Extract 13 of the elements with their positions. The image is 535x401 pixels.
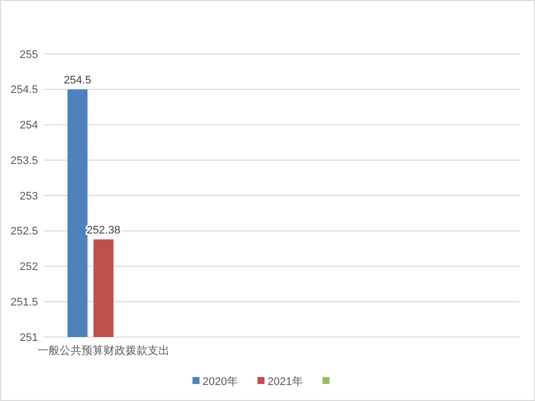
y-tick-label: 251.5: [10, 296, 38, 308]
y-tick-label: 251: [20, 332, 38, 344]
y-tick-label: 254: [20, 120, 38, 132]
data-label: 254.5: [64, 74, 92, 86]
y-tick-label: 254.5: [10, 84, 38, 96]
y-tick-label: 253.5: [10, 154, 38, 167]
legend-label: 2021年: [268, 376, 303, 388]
y-tick-label: 252: [20, 261, 38, 274]
legend-label: 2020年: [202, 376, 238, 388]
x-tick-label: 一般公共预算财政拨款支出: [38, 344, 170, 357]
y-tick-label: 252.5: [10, 226, 38, 238]
y-tick-label: 253: [20, 190, 38, 202]
y-tick-label: 255: [20, 48, 38, 61]
